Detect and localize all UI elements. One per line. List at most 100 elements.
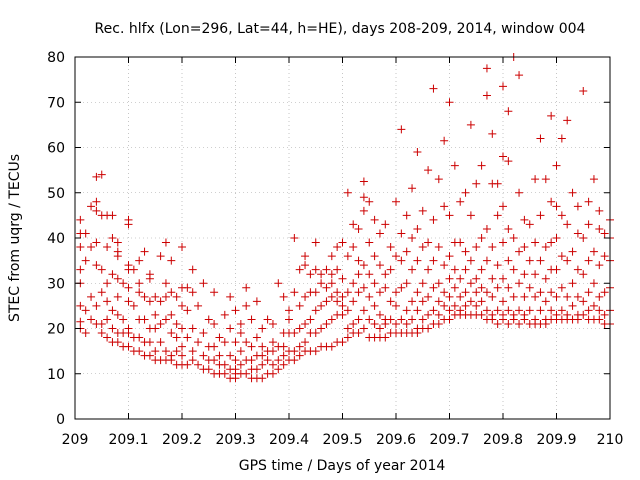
x-tick-label: 209 — [62, 432, 89, 448]
data-point — [295, 265, 304, 274]
data-point — [97, 329, 106, 338]
data-point — [589, 279, 598, 288]
data-point — [135, 288, 144, 297]
data-point — [563, 116, 572, 125]
data-point — [338, 238, 347, 247]
data-point — [434, 297, 443, 306]
data-point — [547, 111, 556, 120]
data-point — [499, 152, 507, 161]
data-point — [140, 247, 149, 256]
data-point — [343, 333, 352, 342]
data-point — [210, 288, 219, 297]
data-point — [317, 270, 326, 279]
data-point — [536, 134, 545, 143]
data-point — [295, 301, 304, 310]
data-point — [488, 274, 497, 283]
data-point — [488, 310, 497, 319]
data-point — [557, 306, 566, 315]
data-point — [477, 283, 486, 292]
data-point — [322, 319, 331, 328]
data-point — [76, 301, 85, 310]
data-point — [317, 324, 326, 333]
data-point — [124, 283, 133, 292]
data-point — [124, 324, 133, 333]
y-tick-label: 10 — [47, 367, 65, 383]
data-point — [445, 292, 454, 301]
data-point — [258, 342, 267, 351]
data-point — [589, 301, 598, 310]
data-point — [349, 243, 358, 252]
data-point — [418, 243, 427, 252]
data-point — [258, 351, 267, 360]
data-point — [424, 310, 433, 319]
data-point — [103, 243, 112, 252]
data-point — [76, 215, 85, 224]
data-point — [242, 369, 251, 378]
data-point — [359, 324, 368, 333]
data-point — [525, 256, 534, 265]
data-point — [573, 292, 582, 301]
data-point — [349, 319, 358, 328]
data-point — [600, 288, 609, 297]
data-point — [440, 136, 449, 145]
data-point — [183, 333, 192, 342]
data-point — [333, 265, 342, 274]
data-point — [359, 306, 368, 315]
data-point — [97, 170, 106, 179]
data-point — [375, 324, 384, 333]
data-point — [354, 256, 363, 265]
data-point — [172, 319, 181, 328]
data-point — [509, 234, 518, 242]
axis-ticks — [74, 56, 611, 420]
data-point — [482, 256, 491, 265]
data-point — [568, 301, 577, 310]
data-point — [408, 234, 417, 242]
data-point — [333, 288, 342, 297]
data-point — [579, 297, 588, 306]
data-point — [178, 351, 186, 360]
data-point — [499, 274, 507, 283]
data-point — [220, 369, 229, 378]
data-point — [482, 224, 491, 233]
data-point — [279, 351, 288, 360]
data-point — [103, 279, 112, 288]
data-point — [220, 338, 229, 347]
data-point — [386, 243, 395, 252]
y-tick-label: 0 — [56, 412, 65, 428]
data-point — [595, 315, 604, 324]
data-point — [97, 288, 106, 297]
data-point — [311, 329, 320, 338]
y-axis-label: STEC from uqrg / TECUs — [7, 154, 23, 322]
x-tick-label: 210 — [597, 432, 624, 448]
y-tick-labels: 0 10 20 30 40 50 60 70 80 — [47, 50, 65, 428]
x-tick-labels: 209 209.1 209.2 209.3 209.4 209.5 209.6 209.7 20… — [62, 432, 624, 448]
data-point — [402, 247, 411, 256]
data-point — [595, 292, 604, 301]
data-point — [81, 229, 90, 238]
data-point — [397, 315, 406, 324]
data-point — [365, 238, 374, 247]
data-point — [236, 347, 245, 356]
data-point — [285, 315, 293, 324]
data-point — [461, 288, 470, 297]
data-point — [499, 297, 507, 306]
data-point — [268, 369, 277, 378]
data-point — [183, 306, 192, 315]
data-point — [124, 215, 133, 224]
data-point — [515, 188, 524, 197]
data-point — [322, 283, 331, 292]
data-point — [354, 224, 363, 233]
data-point — [531, 238, 540, 247]
data-point — [386, 297, 395, 306]
data-point — [584, 220, 593, 229]
data-point — [306, 270, 315, 279]
data-point — [477, 234, 486, 242]
data-point — [92, 238, 101, 247]
data-point — [402, 319, 411, 328]
data-point — [499, 310, 507, 319]
data-point — [268, 347, 277, 356]
data-point — [445, 274, 454, 283]
data-point — [392, 252, 400, 261]
data-point — [258, 374, 267, 383]
